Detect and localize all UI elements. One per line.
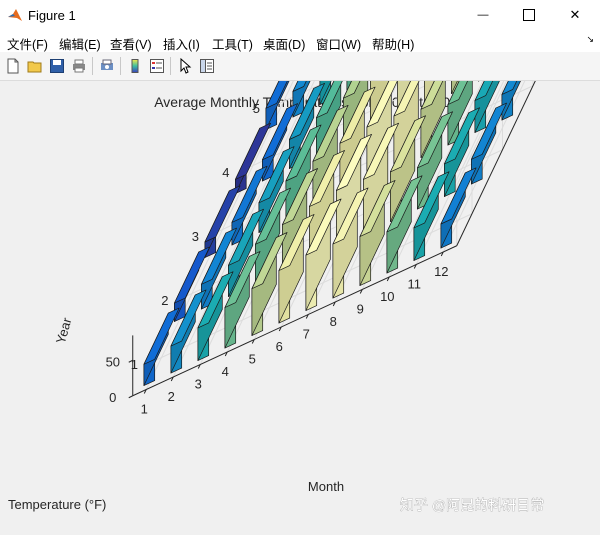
watermark: 知乎 @阿昆的科研日常 [400, 497, 544, 513]
x-tick-label: 6 [276, 339, 283, 354]
x-tick-label: 3 [195, 377, 202, 392]
x-tick-label: 11 [408, 277, 422, 292]
close-button[interactable]: ✕ [552, 0, 598, 30]
edit-plot-button[interactable] [174, 55, 196, 77]
x-tick-label: 2 [168, 389, 175, 404]
minimize-icon: — [478, 9, 489, 21]
menu-tools[interactable]: 工具(T) [212, 34, 253, 53]
toolbar-separator [92, 57, 93, 75]
x-tick-label: 4 [222, 364, 229, 379]
toolbar [0, 52, 600, 81]
z-tick-mark [129, 396, 133, 398]
y-tick-label: 2 [161, 293, 168, 308]
menu-file[interactable]: 文件(F) [7, 34, 48, 53]
new-figure-button[interactable] [2, 55, 24, 77]
menu-window[interactable]: 窗口(W) [316, 34, 361, 53]
menu-desktop[interactable]: 桌面(D) [263, 34, 305, 53]
print-preview-button[interactable] [96, 55, 118, 77]
y-axis-label: Year [53, 315, 75, 345]
toolbar-separator [170, 57, 171, 75]
save-icon [49, 58, 65, 74]
edit-plot-icon [177, 58, 193, 74]
print-icon [71, 58, 87, 74]
insert-colorbar-icon [127, 58, 143, 74]
bar3-chart: Average Monthly Temperatures from 2012 t… [0, 81, 600, 530]
title-bar: Figure 1 — ✕ [0, 0, 600, 30]
x-axis-label: Month [308, 479, 344, 494]
property-inspector-icon [199, 58, 215, 74]
matlab-logo-icon [8, 8, 22, 27]
x-tick-label: 9 [357, 302, 364, 317]
x-tick-label: 5 [249, 352, 256, 367]
menu-overflow-icon[interactable]: ↘ [586, 34, 594, 45]
open-file-icon [27, 58, 43, 74]
menu-view[interactable]: 查看(V) [110, 34, 152, 53]
print-preview-icon [99, 58, 115, 74]
save-button[interactable] [46, 55, 68, 77]
toolbar-separator [120, 57, 121, 75]
x-tick-label: 10 [380, 289, 394, 304]
window-title: Figure 1 [28, 8, 76, 23]
y-tick-label: 3 [192, 229, 199, 244]
open-file-button[interactable] [24, 55, 46, 77]
x-tick-label: 8 [330, 314, 337, 329]
y-tick-label: 4 [222, 165, 229, 180]
z-tick-label: 50 [106, 354, 120, 369]
print-button[interactable] [68, 55, 90, 77]
menu-edit[interactable]: 编辑(E) [59, 34, 101, 53]
property-inspector-button[interactable] [196, 55, 218, 77]
menu-bar: 文件(F) 编辑(E) 查看(V) 插入(I) 工具(T) 桌面(D) 窗口(W… [0, 30, 600, 52]
insert-colorbar-button[interactable] [124, 55, 146, 77]
menu-help[interactable]: 帮助(H) [372, 34, 414, 53]
insert-legend-icon [149, 58, 165, 74]
new-figure-icon [5, 58, 21, 74]
maximize-button[interactable] [506, 0, 552, 30]
x-tick-label: 1 [141, 402, 148, 417]
figure-canvas[interactable]: Average Monthly Temperatures from 2012 t… [0, 81, 600, 530]
close-icon: ✕ [570, 7, 581, 23]
maximize-icon [523, 9, 535, 21]
x-tick-label: 7 [303, 327, 310, 342]
minimize-button[interactable]: — [460, 0, 506, 30]
insert-legend-button[interactable] [146, 55, 168, 77]
z-axis-label: Temperature (°F) [8, 497, 106, 512]
z-tick-label: 0 [109, 390, 116, 405]
y-tick-label: 1 [131, 357, 138, 372]
menu-insert[interactable]: 插入(I) [163, 34, 200, 53]
y-tick-label: 5 [253, 101, 260, 116]
x-tick-label: 12 [434, 264, 448, 279]
